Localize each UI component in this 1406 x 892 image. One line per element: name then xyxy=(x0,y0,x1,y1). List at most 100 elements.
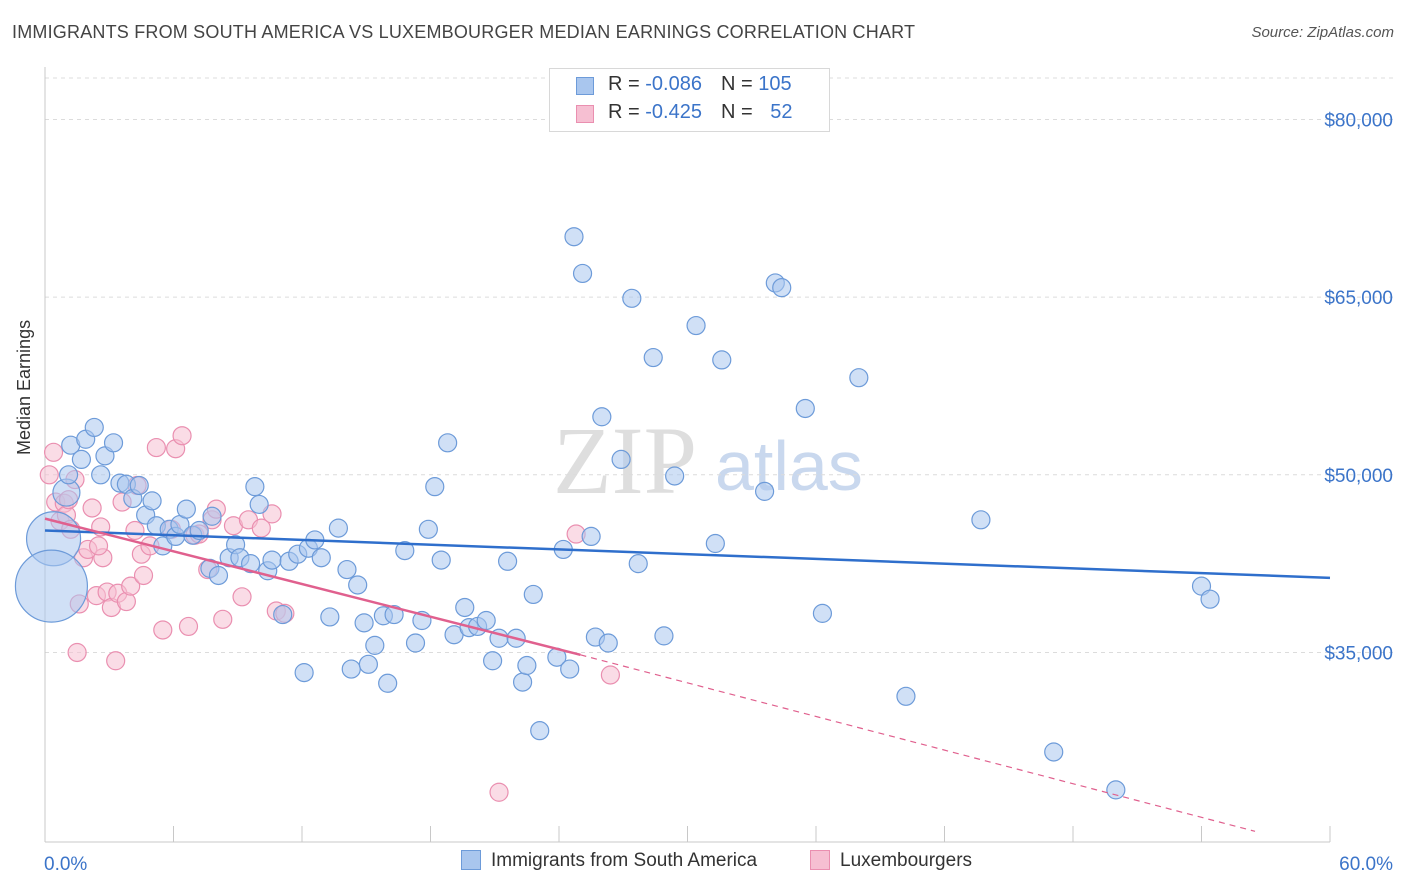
point-south-america xyxy=(354,613,374,633)
point-south-america xyxy=(754,481,775,501)
point-south-america xyxy=(58,465,79,485)
point-south-america xyxy=(241,554,261,574)
point-south-america xyxy=(705,533,725,554)
y-tick-label: $80,000 xyxy=(1324,110,1393,131)
point-south-america xyxy=(896,686,916,706)
legend-r-label-2: R = xyxy=(608,101,646,123)
point-luxembourger xyxy=(600,665,621,685)
trend-line-luxembourgers-extrapolated xyxy=(580,654,1256,832)
point-luxembourger xyxy=(39,465,59,485)
point-south-america xyxy=(455,597,475,618)
point-south-america xyxy=(795,398,815,419)
point-south-america xyxy=(384,604,404,625)
legend-swatch-blue xyxy=(576,77,594,95)
legend-swatch-pink xyxy=(576,105,594,123)
y-tick-label: $35,000 xyxy=(1324,643,1393,664)
watermark: ZIP atlas xyxy=(553,407,863,514)
point-south-america xyxy=(812,603,833,623)
point-luxembourger xyxy=(213,609,233,629)
point-south-america xyxy=(581,526,601,547)
legend-n-label-1: N = xyxy=(720,73,759,95)
watermark-atlas: atlas xyxy=(715,427,863,505)
point-south-america xyxy=(341,659,361,679)
point-south-america xyxy=(14,549,89,623)
point-luxembourger xyxy=(232,587,252,607)
point-luxembourger xyxy=(262,504,282,524)
point-south-america xyxy=(1044,742,1064,762)
point-luxembourger xyxy=(146,437,166,458)
trend-line-south-america xyxy=(44,529,1331,580)
point-south-america xyxy=(1106,780,1126,800)
point-south-america xyxy=(129,475,149,496)
point-south-america xyxy=(483,651,503,671)
point-south-america xyxy=(971,510,991,530)
point-south-america xyxy=(1200,589,1220,609)
bottom-legend-south-america: Immigrants from South America xyxy=(461,850,757,872)
point-luxembourger xyxy=(251,518,271,538)
point-south-america xyxy=(517,655,537,676)
point-south-america xyxy=(91,465,111,485)
point-south-america xyxy=(348,575,368,595)
point-south-america xyxy=(849,368,869,388)
point-south-america xyxy=(628,554,648,574)
point-south-america xyxy=(176,499,196,519)
chart-title: IMMIGRANTS FROM SOUTH AMERICA VS LUXEMBO… xyxy=(12,22,916,42)
y-axis-title: Median Earnings xyxy=(14,319,34,455)
point-south-america xyxy=(512,672,533,692)
point-south-america xyxy=(249,494,269,515)
point-luxembourger xyxy=(67,642,87,663)
legend-text-2: R = -0.425 N = 52 xyxy=(608,101,792,124)
point-luxembourger xyxy=(153,620,173,640)
point-south-america xyxy=(395,541,415,561)
point-south-america xyxy=(418,519,438,539)
point-south-america xyxy=(431,550,451,570)
point-south-america xyxy=(592,407,612,427)
point-south-america xyxy=(643,347,663,368)
tick-labels: $35,000 $50,000 $65,000 $80,000 0.0% 60.0% xyxy=(44,110,1393,875)
point-luxembourger xyxy=(121,576,141,596)
point-south-america xyxy=(311,548,331,568)
source-credit: Source: ZipAtlas.com xyxy=(1251,24,1394,41)
point-south-america xyxy=(665,466,685,486)
bottom-legend-label-1: Immigrants from South America xyxy=(491,850,758,871)
point-south-america xyxy=(476,610,496,631)
point-south-america xyxy=(572,263,593,284)
x-tick-label: 60.0% xyxy=(1339,854,1393,875)
point-south-america xyxy=(365,635,385,655)
point-south-america xyxy=(425,477,445,497)
point-south-america xyxy=(654,626,674,646)
point-south-america xyxy=(378,673,398,693)
point-south-america xyxy=(622,288,642,308)
point-south-america xyxy=(686,315,706,336)
point-luxembourger xyxy=(106,651,126,671)
point-luxembourger xyxy=(125,520,145,541)
point-south-america xyxy=(273,604,293,625)
y-tick-label: $65,000 xyxy=(1324,288,1393,309)
point-south-america xyxy=(560,659,580,679)
correlation-legend: R = -0.086 N = 105 R = -0.425 N = 52 xyxy=(549,68,830,132)
trend-line-luxembourgers xyxy=(44,517,581,657)
point-south-america xyxy=(294,663,314,683)
point-luxembourger xyxy=(178,616,199,637)
point-south-america xyxy=(358,654,378,674)
point-south-america xyxy=(245,477,265,497)
bottom-legend-luxembourgers: Luxembourgers xyxy=(810,850,972,872)
point-south-america xyxy=(202,506,222,526)
point-south-america xyxy=(142,491,162,511)
point-luxembourger xyxy=(489,782,509,802)
point-south-america xyxy=(712,350,732,370)
point-south-america xyxy=(208,565,229,586)
point-south-america xyxy=(405,633,426,653)
point-south-america xyxy=(530,721,550,741)
point-south-america xyxy=(611,449,631,470)
point-south-america xyxy=(564,227,584,247)
point-south-america xyxy=(772,278,792,298)
point-south-america xyxy=(598,633,618,653)
point-luxembourger xyxy=(133,565,154,586)
legend-r-label-1: R = xyxy=(608,73,646,95)
legend-n-value-1: 105 xyxy=(758,73,792,95)
bottom-legend-swatch-pink xyxy=(810,850,830,870)
point-south-america xyxy=(103,433,124,453)
point-luxembourger xyxy=(172,426,192,446)
point-south-america xyxy=(498,551,518,571)
